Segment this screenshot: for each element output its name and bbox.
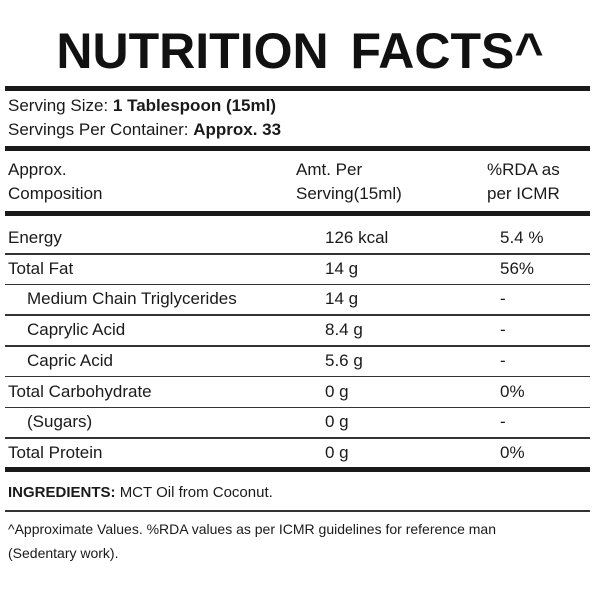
divider (5, 211, 590, 216)
amount: 8.4 g (325, 320, 363, 340)
row-divider (5, 375, 590, 378)
nutrient-name: (Sugars) (27, 412, 93, 432)
label: INGREDIENTS: (8, 484, 116, 501)
row-divider (5, 314, 590, 316)
nutrient-name: Energy (8, 228, 62, 247)
rda: 0% (500, 381, 525, 401)
nutrient-name: Total Fat (8, 258, 74, 278)
row-divider (5, 283, 590, 286)
row-divider (5, 253, 590, 255)
value: MCT Oil from Coconut. (119, 484, 273, 501)
rda: 56% (500, 258, 535, 278)
rda: - (500, 350, 506, 370)
nutrient-name: Medium Chain Triglycerides (27, 289, 237, 309)
serving-size: Serving Size: 1 Tablespoon (15ml) (8, 96, 276, 116)
title: NUTRITION FACTS^ (56, 23, 544, 79)
column-header: Amt. Per (296, 160, 363, 179)
column-header: per ICMR (487, 184, 560, 203)
divider (5, 467, 590, 472)
nutrient-name: Capric Acid (27, 350, 113, 370)
rda: - (500, 289, 506, 309)
rda: - (500, 412, 506, 432)
column-header: %RDA as (487, 160, 560, 179)
column-header: Composition (8, 184, 103, 203)
value: 1 Tablespoon (15ml) (112, 96, 277, 115)
amount: 14 g (325, 258, 359, 278)
row-divider (5, 437, 590, 439)
servings-per-container: Servings Per Container: Approx. 33 (8, 120, 281, 140)
rda: 0% (500, 442, 525, 462)
nutrient-name: Total Carbohydrate (8, 381, 152, 401)
label: Servings Per Container: (8, 120, 189, 139)
amount: 0 g (325, 412, 349, 432)
label: Serving Size: (8, 96, 109, 115)
amount: 14 g (325, 289, 359, 309)
column-header: Serving(15ml) (296, 184, 402, 203)
nutrient-name: Total Protein (8, 442, 103, 462)
divider (5, 510, 590, 512)
ingredients: INGREDIENTS: MCT Oil from Coconut. (8, 484, 273, 501)
row-divider (5, 345, 590, 347)
divider (5, 146, 590, 151)
amount: 5.6 g (325, 350, 363, 370)
rda: - (500, 320, 506, 340)
row-divider (5, 406, 590, 408)
footnote-line: ^Approximate Values. %RDA values as per … (8, 521, 496, 537)
divider (5, 86, 590, 91)
column-header: Approx. (8, 160, 67, 179)
footnote-line: (Sedentary work). (8, 545, 119, 561)
nutrient-name: Caprylic Acid (27, 320, 126, 340)
amount: 126 kcal (325, 228, 389, 247)
value: Approx. 33 (193, 120, 282, 139)
amount: 0 g (325, 442, 349, 462)
rda: 5.4 % (500, 228, 544, 247)
amount: 0 g (325, 381, 349, 401)
